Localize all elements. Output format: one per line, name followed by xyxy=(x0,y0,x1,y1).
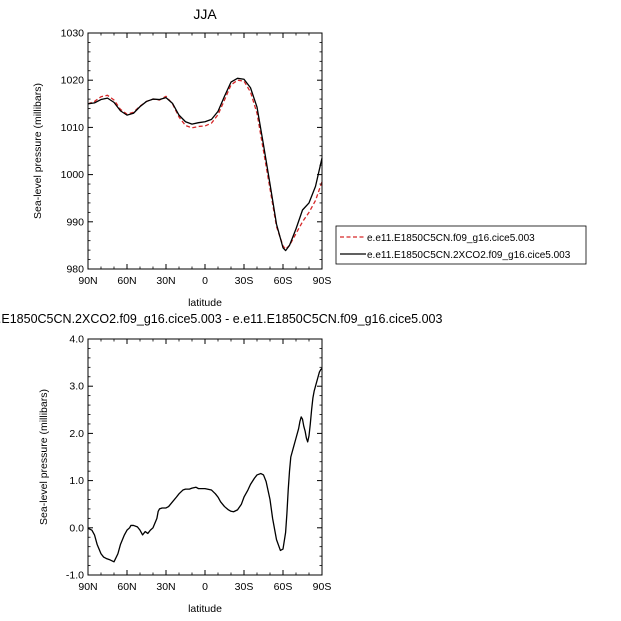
top-chart-y-tick-label: 980 xyxy=(66,264,84,276)
bottom-chart-x-tick-label: 90N xyxy=(78,581,97,593)
top-chart-x-tick-label: 30N xyxy=(156,275,175,287)
top-chart-y-ticks: 980 990 1000 1010 1020 1030 xyxy=(61,28,322,276)
top-chart-x-ticks: 90N 60N 30N 0 30S 60S 90S xyxy=(78,33,331,287)
legend-box xyxy=(335,225,587,265)
top-chart-y-axis-label: Sea-level pressure (millibars) xyxy=(32,83,44,219)
top-chart-x-tick-label: 0 xyxy=(202,275,208,287)
bottom-chart-y-tick-label: 2.0 xyxy=(69,428,84,440)
bottom-chart-x-ticks: 90N 60N 30N 0 30S 60S 90S xyxy=(78,339,331,593)
bottom-chart-x-tick-label: 30S xyxy=(235,581,254,593)
bottom-chart-x-tick-label: 60N xyxy=(117,581,136,593)
bottom-chart-x-axis-label: latitude xyxy=(188,603,222,615)
top-chart-series-line-1 xyxy=(87,77,323,252)
top-chart-series-line-0 xyxy=(87,79,323,250)
top-chart-x-tick-label: 90S xyxy=(313,275,332,287)
top-chart-x-tick-label: 30S xyxy=(235,275,254,287)
top-chart-y-tick-label: 1030 xyxy=(61,28,85,40)
bottom-panel: e.e11.E1850C5CN.2XCO2.f09_g16.cice5.003 … xyxy=(0,312,442,615)
bottom-chart-y-tick-label: 0.0 xyxy=(69,522,84,534)
top-chart-frame xyxy=(87,32,323,270)
bottom-chart-y-ticks: -1.0 0.0 1.0 2.0 3.0 4.0 xyxy=(66,334,322,582)
legend-label-control: e.e11.E1850C5CN.f09_g16.cice5.003 xyxy=(367,233,535,244)
bottom-chart-y-axis-label: Sea-level pressure (millibars) xyxy=(38,389,50,525)
bottom-chart-series-line-0 xyxy=(87,367,323,563)
bottom-chart-series-group xyxy=(87,367,323,563)
top-chart-x-tick-label: 60N xyxy=(117,275,136,287)
bottom-chart-y-tick-label: -1.0 xyxy=(66,570,84,582)
bottom-chart-x-tick-label: 0 xyxy=(202,581,208,593)
bottom-chart-x-tick-label: 60S xyxy=(274,581,293,593)
bottom-chart-title: e.e11.E1850C5CN.2XCO2.f09_g16.cice5.003 … xyxy=(0,312,442,326)
top-chart-title: JJA xyxy=(193,6,217,22)
top-chart-y-tick-label: 990 xyxy=(66,216,84,228)
legend-label-2xco2: e.e11.E1850C5CN.2XCO2.f09_g16.cice5.003 xyxy=(367,250,571,261)
bottom-chart-x-tick-label: 90S xyxy=(313,581,332,593)
bottom-chart-y-tick-label: 3.0 xyxy=(69,381,84,393)
top-chart-x-tick-label: 90N xyxy=(78,275,97,287)
top-panel: JJA 980 990 1000 1010 1020 1030 90N 60N 30N 0 30S… xyxy=(32,6,587,309)
bottom-chart-y-tick-label: 4.0 xyxy=(69,334,84,346)
legend: e.e11.E1850C5CN.f09_g16.cice5.003 e.e11.… xyxy=(335,225,587,265)
bottom-chart-y-tick-label: 1.0 xyxy=(69,475,84,487)
top-chart-x-tick-label: 60S xyxy=(274,275,293,287)
top-chart-y-tick-label: 1010 xyxy=(61,122,85,134)
top-chart-x-axis-label: latitude xyxy=(188,297,222,309)
top-chart-y-tick-label: 1020 xyxy=(61,75,85,87)
top-chart-y-tick-label: 1000 xyxy=(61,169,85,181)
bottom-chart-x-tick-label: 30N xyxy=(156,581,175,593)
top-chart-series-group xyxy=(87,77,323,252)
